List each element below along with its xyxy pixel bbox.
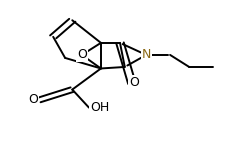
Text: O: O bbox=[28, 93, 38, 106]
Text: O: O bbox=[129, 76, 139, 89]
Text: N: N bbox=[142, 48, 151, 61]
Text: OH: OH bbox=[90, 101, 109, 114]
Text: O: O bbox=[77, 48, 87, 61]
